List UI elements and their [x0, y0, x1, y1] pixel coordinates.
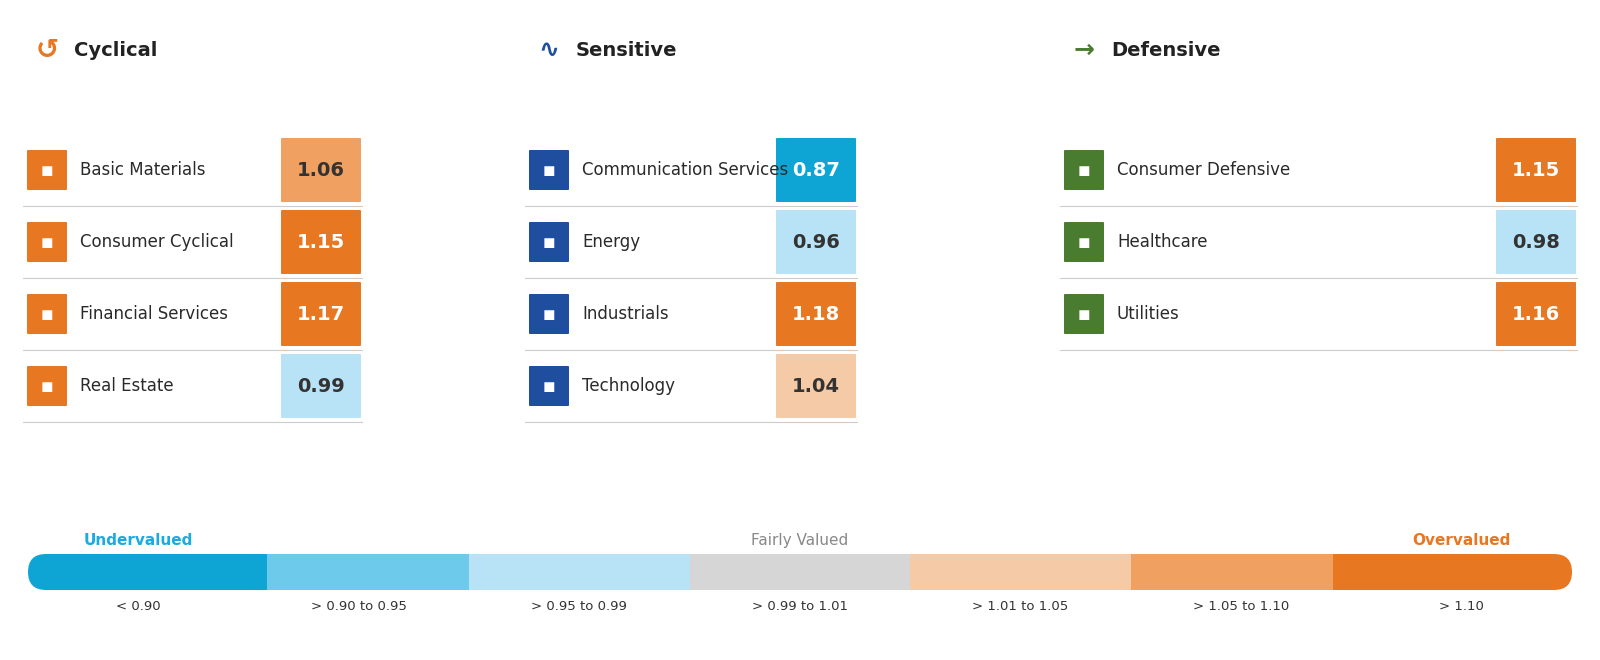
Text: Communication Services: Communication Services	[582, 161, 789, 179]
Text: < 0.90: < 0.90	[115, 600, 160, 613]
Text: Financial Services: Financial Services	[80, 305, 229, 323]
FancyBboxPatch shape	[29, 554, 267, 590]
Text: 1.15: 1.15	[1512, 160, 1560, 180]
Bar	[910, 554, 1131, 590]
FancyBboxPatch shape	[27, 150, 67, 190]
Text: Consumer Cyclical: Consumer Cyclical	[80, 233, 234, 251]
Text: Utilities: Utilities	[1117, 305, 1179, 323]
FancyBboxPatch shape	[530, 366, 570, 406]
Text: Consumer Defensive: Consumer Defensive	[1117, 161, 1290, 179]
FancyBboxPatch shape	[27, 294, 67, 334]
Text: Fairly Valued: Fairly Valued	[752, 533, 848, 548]
FancyBboxPatch shape	[530, 294, 570, 334]
FancyBboxPatch shape	[282, 138, 362, 202]
Text: > 1.01 to 1.05: > 1.01 to 1.05	[973, 600, 1069, 613]
FancyBboxPatch shape	[1064, 294, 1104, 334]
Text: Energy: Energy	[582, 233, 640, 251]
Bar	[248, 554, 469, 590]
Text: ↺: ↺	[35, 36, 59, 64]
Text: ◼: ◼	[542, 162, 555, 178]
FancyBboxPatch shape	[776, 138, 856, 202]
FancyBboxPatch shape	[27, 222, 67, 262]
Text: 0.99: 0.99	[298, 376, 346, 395]
Text: ◼: ◼	[40, 306, 53, 321]
Bar	[690, 554, 910, 590]
Text: ◼: ◼	[542, 378, 555, 393]
Text: 0.96: 0.96	[792, 232, 840, 251]
Text: ◼: ◼	[40, 162, 53, 178]
Text: ◼: ◼	[542, 234, 555, 249]
Text: Healthcare: Healthcare	[1117, 233, 1208, 251]
Text: Sensitive: Sensitive	[576, 40, 677, 59]
FancyBboxPatch shape	[1333, 554, 1573, 590]
Text: ◼: ◼	[1078, 162, 1090, 178]
FancyBboxPatch shape	[1064, 222, 1104, 262]
Text: Defensive: Defensive	[1110, 40, 1221, 59]
Text: →: →	[1074, 38, 1094, 62]
FancyBboxPatch shape	[530, 222, 570, 262]
Text: 1.04: 1.04	[792, 376, 840, 395]
FancyBboxPatch shape	[282, 210, 362, 274]
FancyBboxPatch shape	[1496, 138, 1576, 202]
Text: ◼: ◼	[1078, 306, 1090, 321]
Text: Undervalued: Undervalued	[83, 533, 194, 548]
FancyBboxPatch shape	[776, 354, 856, 418]
Text: > 0.90 to 0.95: > 0.90 to 0.95	[310, 600, 406, 613]
Text: > 0.99 to 1.01: > 0.99 to 1.01	[752, 600, 848, 613]
Text: 0.87: 0.87	[792, 160, 840, 180]
Text: Basic Materials: Basic Materials	[80, 161, 205, 179]
Text: 1.16: 1.16	[1512, 304, 1560, 323]
Text: 1.18: 1.18	[792, 304, 840, 323]
Text: ∿: ∿	[539, 38, 560, 62]
Text: > 1.05 to 1.10: > 1.05 to 1.10	[1194, 600, 1290, 613]
FancyBboxPatch shape	[27, 366, 67, 406]
Text: Technology: Technology	[582, 377, 675, 395]
FancyBboxPatch shape	[1496, 282, 1576, 346]
Text: Industrials: Industrials	[582, 305, 669, 323]
Text: Real Estate: Real Estate	[80, 377, 174, 395]
Text: > 0.95 to 0.99: > 0.95 to 0.99	[531, 600, 627, 613]
Text: ◼: ◼	[40, 378, 53, 393]
FancyBboxPatch shape	[776, 282, 856, 346]
Text: 1.06: 1.06	[298, 160, 346, 180]
FancyBboxPatch shape	[282, 282, 362, 346]
FancyBboxPatch shape	[530, 150, 570, 190]
Bar	[1131, 554, 1352, 590]
Bar	[469, 554, 690, 590]
Text: Cyclical: Cyclical	[74, 40, 157, 59]
Text: 0.98: 0.98	[1512, 232, 1560, 251]
Text: 1.17: 1.17	[298, 304, 346, 323]
Text: 1.15: 1.15	[298, 232, 346, 251]
FancyBboxPatch shape	[282, 354, 362, 418]
FancyBboxPatch shape	[1064, 150, 1104, 190]
FancyBboxPatch shape	[776, 210, 856, 274]
FancyBboxPatch shape	[1496, 210, 1576, 274]
Text: Overvalued: Overvalued	[1413, 533, 1510, 548]
Text: ◼: ◼	[542, 306, 555, 321]
Text: ◼: ◼	[1078, 234, 1090, 249]
Bar	[1333, 554, 1554, 590]
Text: ◼: ◼	[40, 234, 53, 249]
Text: > 1.10: > 1.10	[1440, 600, 1485, 613]
Bar	[46, 554, 267, 590]
